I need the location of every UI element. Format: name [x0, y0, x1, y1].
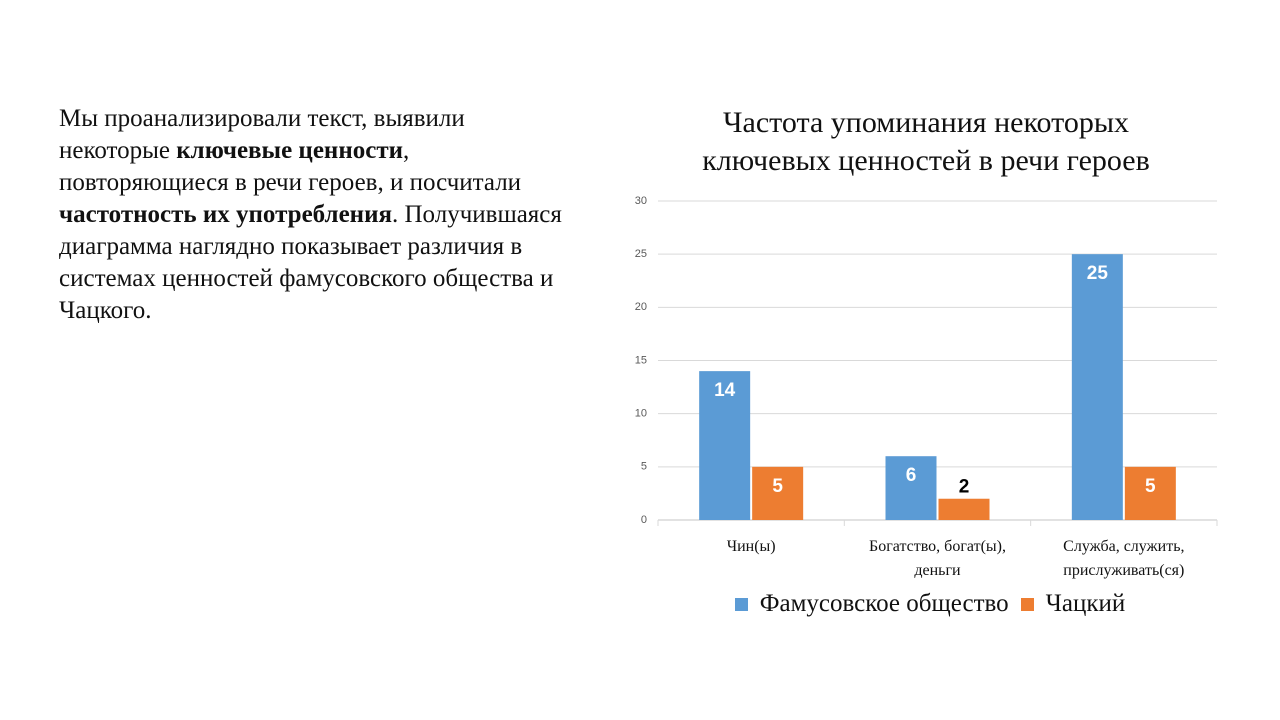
y-tick-label: 5	[641, 461, 647, 473]
legend-label: Чацкий	[1045, 590, 1126, 617]
y-tick-label: 10	[635, 408, 647, 420]
paragraph: Мы проанализировали текст, выявили некот…	[59, 103, 569, 327]
x-tick-label: Служба, служить, прислуживать(ся)	[1063, 538, 1185, 579]
bar	[938, 498, 990, 520]
y-tick-label: 30	[635, 195, 647, 207]
chart-title: Частота упоминания некоторых ключевых це…	[702, 106, 1150, 177]
bar	[885, 456, 937, 520]
text-run: , повторяющиеся в речи героев, и посчита…	[59, 137, 522, 196]
text-run: частотность их употребления	[59, 201, 392, 228]
y-tick-label: 25	[635, 248, 647, 260]
legend-item: Чацкий	[1020, 590, 1126, 618]
data-label: 25	[1087, 263, 1109, 284]
data-label: 5	[772, 476, 783, 497]
x-tick-label: Богатство, богат(ы), деньги	[869, 538, 1006, 579]
bar	[699, 371, 751, 520]
data-label: 2	[959, 477, 970, 498]
y-tick-label: 15	[635, 354, 647, 366]
y-tick-label: 20	[635, 301, 647, 313]
bar	[752, 466, 804, 520]
data-label: 14	[714, 380, 736, 401]
legend: Фамусовское общество Чацкий	[640, 590, 1220, 618]
x-tick-label: Чин(ы)	[726, 538, 776, 555]
y-tick-label: 0	[641, 514, 647, 526]
text-run: . Получившаяся диаграмма наглядно показы…	[59, 201, 562, 324]
text-run: Мы проанализировали текст, выявили некот…	[59, 105, 465, 164]
bar	[1124, 466, 1176, 520]
legend-item: Фамусовское общество	[734, 590, 1009, 618]
legend-label: Фамусовское общество	[759, 590, 1009, 617]
data-label: 5	[1145, 476, 1156, 497]
legend-swatch	[734, 597, 748, 611]
data-label: 6	[906, 465, 917, 486]
text-run: ключевые ценности	[176, 137, 403, 164]
bar	[1071, 254, 1123, 520]
legend-swatch	[1020, 597, 1034, 611]
